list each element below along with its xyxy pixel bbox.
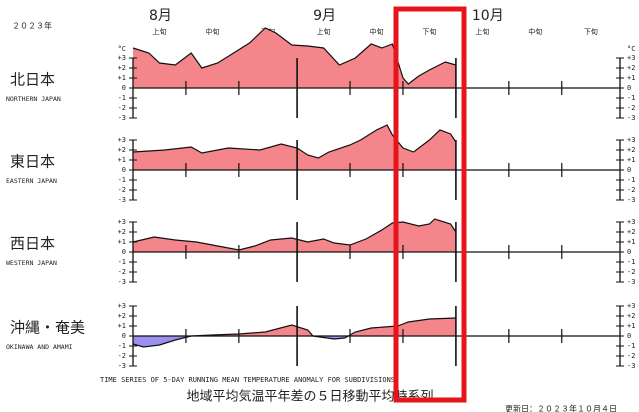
- region-title: 東日本: [10, 153, 55, 171]
- decade-label: 中旬: [528, 27, 542, 36]
- y-tick-label: +3: [118, 302, 126, 310]
- y-tick-label: +1: [627, 74, 635, 82]
- y-tick-label: -3: [118, 196, 126, 204]
- area-positive: [133, 28, 456, 88]
- y-tick-label: -2: [118, 104, 126, 112]
- decade-label: 下旬: [584, 27, 598, 36]
- y-tick-label: +2: [627, 228, 635, 236]
- series-line: [132, 218, 457, 251]
- y-tick-label: +3: [118, 136, 126, 144]
- y-tick-label: -3: [627, 196, 635, 204]
- y-tick-label: +2: [118, 64, 126, 72]
- y-tick-label: +1: [118, 322, 126, 330]
- y-tick-label: -1: [627, 342, 635, 350]
- region-title: 西日本: [10, 235, 55, 253]
- month-label: 8月: [149, 8, 172, 24]
- y-tick-label: -2: [627, 268, 635, 276]
- y-tick-label: +2: [627, 64, 635, 72]
- footer-en: TIME SERIES OF 5-DAY RUNNING MEAN TEMPER…: [100, 376, 395, 384]
- updated: 更新日：２０２３年１０月４日: [505, 404, 617, 412]
- decade-label: 上旬: [152, 27, 166, 36]
- y-tick-label: -2: [627, 352, 635, 360]
- month-label: 9月: [313, 8, 336, 24]
- area-positive: [133, 219, 456, 252]
- series-line: [132, 124, 457, 159]
- region-subtitle: EASTERN JAPAN: [6, 177, 57, 185]
- y-tick-label: -3: [627, 278, 635, 286]
- y-tick-label: -1: [627, 258, 635, 266]
- y-tick-label: +2: [118, 228, 126, 236]
- y-tick-label: +3: [627, 302, 635, 310]
- y-tick-label: -1: [118, 176, 126, 184]
- y-tick-label: 0: [627, 166, 631, 174]
- y-tick-label: +1: [627, 322, 635, 330]
- decade-label: 中旬: [205, 27, 219, 36]
- y-tick-label: +3: [627, 136, 635, 144]
- y-tick-label: +3: [118, 54, 126, 62]
- region-title: 沖縄・奄美: [10, 319, 85, 337]
- y-tick-label: -2: [118, 186, 126, 194]
- region-subtitle: NORTHERN JAPAN: [6, 95, 61, 103]
- y-tick-label: +2: [118, 312, 126, 320]
- y-tick-label: 0: [627, 248, 631, 256]
- y-tick-label: -3: [118, 114, 126, 122]
- region-title: 北日本: [10, 71, 55, 89]
- y-tick-label: -2: [118, 352, 126, 360]
- y-tick-label: 0: [122, 84, 126, 92]
- y-tick-label: -1: [118, 342, 126, 350]
- y-tick-label: 0: [122, 332, 126, 340]
- y-tick-label: -2: [627, 104, 635, 112]
- decade-label: 中旬: [370, 27, 384, 36]
- y-tick-label: -1: [627, 176, 635, 184]
- y-tick-label: -3: [118, 362, 126, 370]
- y-tick-label: -2: [118, 268, 126, 276]
- y-tick-label: +1: [118, 156, 126, 164]
- y-tick-label: -3: [627, 362, 635, 370]
- area-negative: [133, 336, 456, 347]
- y-tick-label: +3: [627, 54, 635, 62]
- month-label: 10月: [472, 8, 504, 24]
- decade-label: 上旬: [317, 27, 331, 36]
- unit-label: °C: [627, 45, 635, 53]
- decade-label: 下旬: [422, 27, 436, 36]
- y-tick-label: +1: [627, 156, 635, 164]
- region-subtitle: WESTERN JAPAN: [6, 259, 57, 267]
- year-label: ２０２３年: [12, 21, 52, 31]
- y-tick-label: +1: [118, 238, 126, 246]
- y-tick-label: -3: [627, 114, 635, 122]
- y-tick-label: +3: [627, 218, 635, 226]
- y-tick-label: +1: [118, 74, 126, 82]
- y-tick-label: -1: [118, 258, 126, 266]
- unit-label: °C: [118, 45, 126, 53]
- footer-jp: 地域平均気温平年差の５日移動平均時系列: [186, 389, 433, 405]
- y-tick-label: -2: [627, 186, 635, 194]
- y-tick-label: +1: [627, 238, 635, 246]
- y-tick-label: 0: [627, 84, 631, 92]
- y-tick-label: 0: [122, 248, 126, 256]
- highlight-box: [393, 6, 467, 403]
- y-tick-label: -1: [118, 94, 126, 102]
- region-subtitle: OKINAWA AND AMAMI: [6, 343, 73, 351]
- y-tick-label: 0: [627, 332, 631, 340]
- y-tick-label: -3: [118, 278, 126, 286]
- decade-label: 上旬: [475, 27, 489, 36]
- y-tick-label: 0: [122, 166, 126, 174]
- y-tick-label: -1: [627, 94, 635, 102]
- y-tick-label: +2: [118, 146, 126, 154]
- y-tick-label: +3: [118, 218, 126, 226]
- y-tick-label: +2: [627, 146, 635, 154]
- series-line: [132, 27, 457, 85]
- area-positive: [133, 318, 456, 336]
- y-tick-label: +2: [627, 312, 635, 320]
